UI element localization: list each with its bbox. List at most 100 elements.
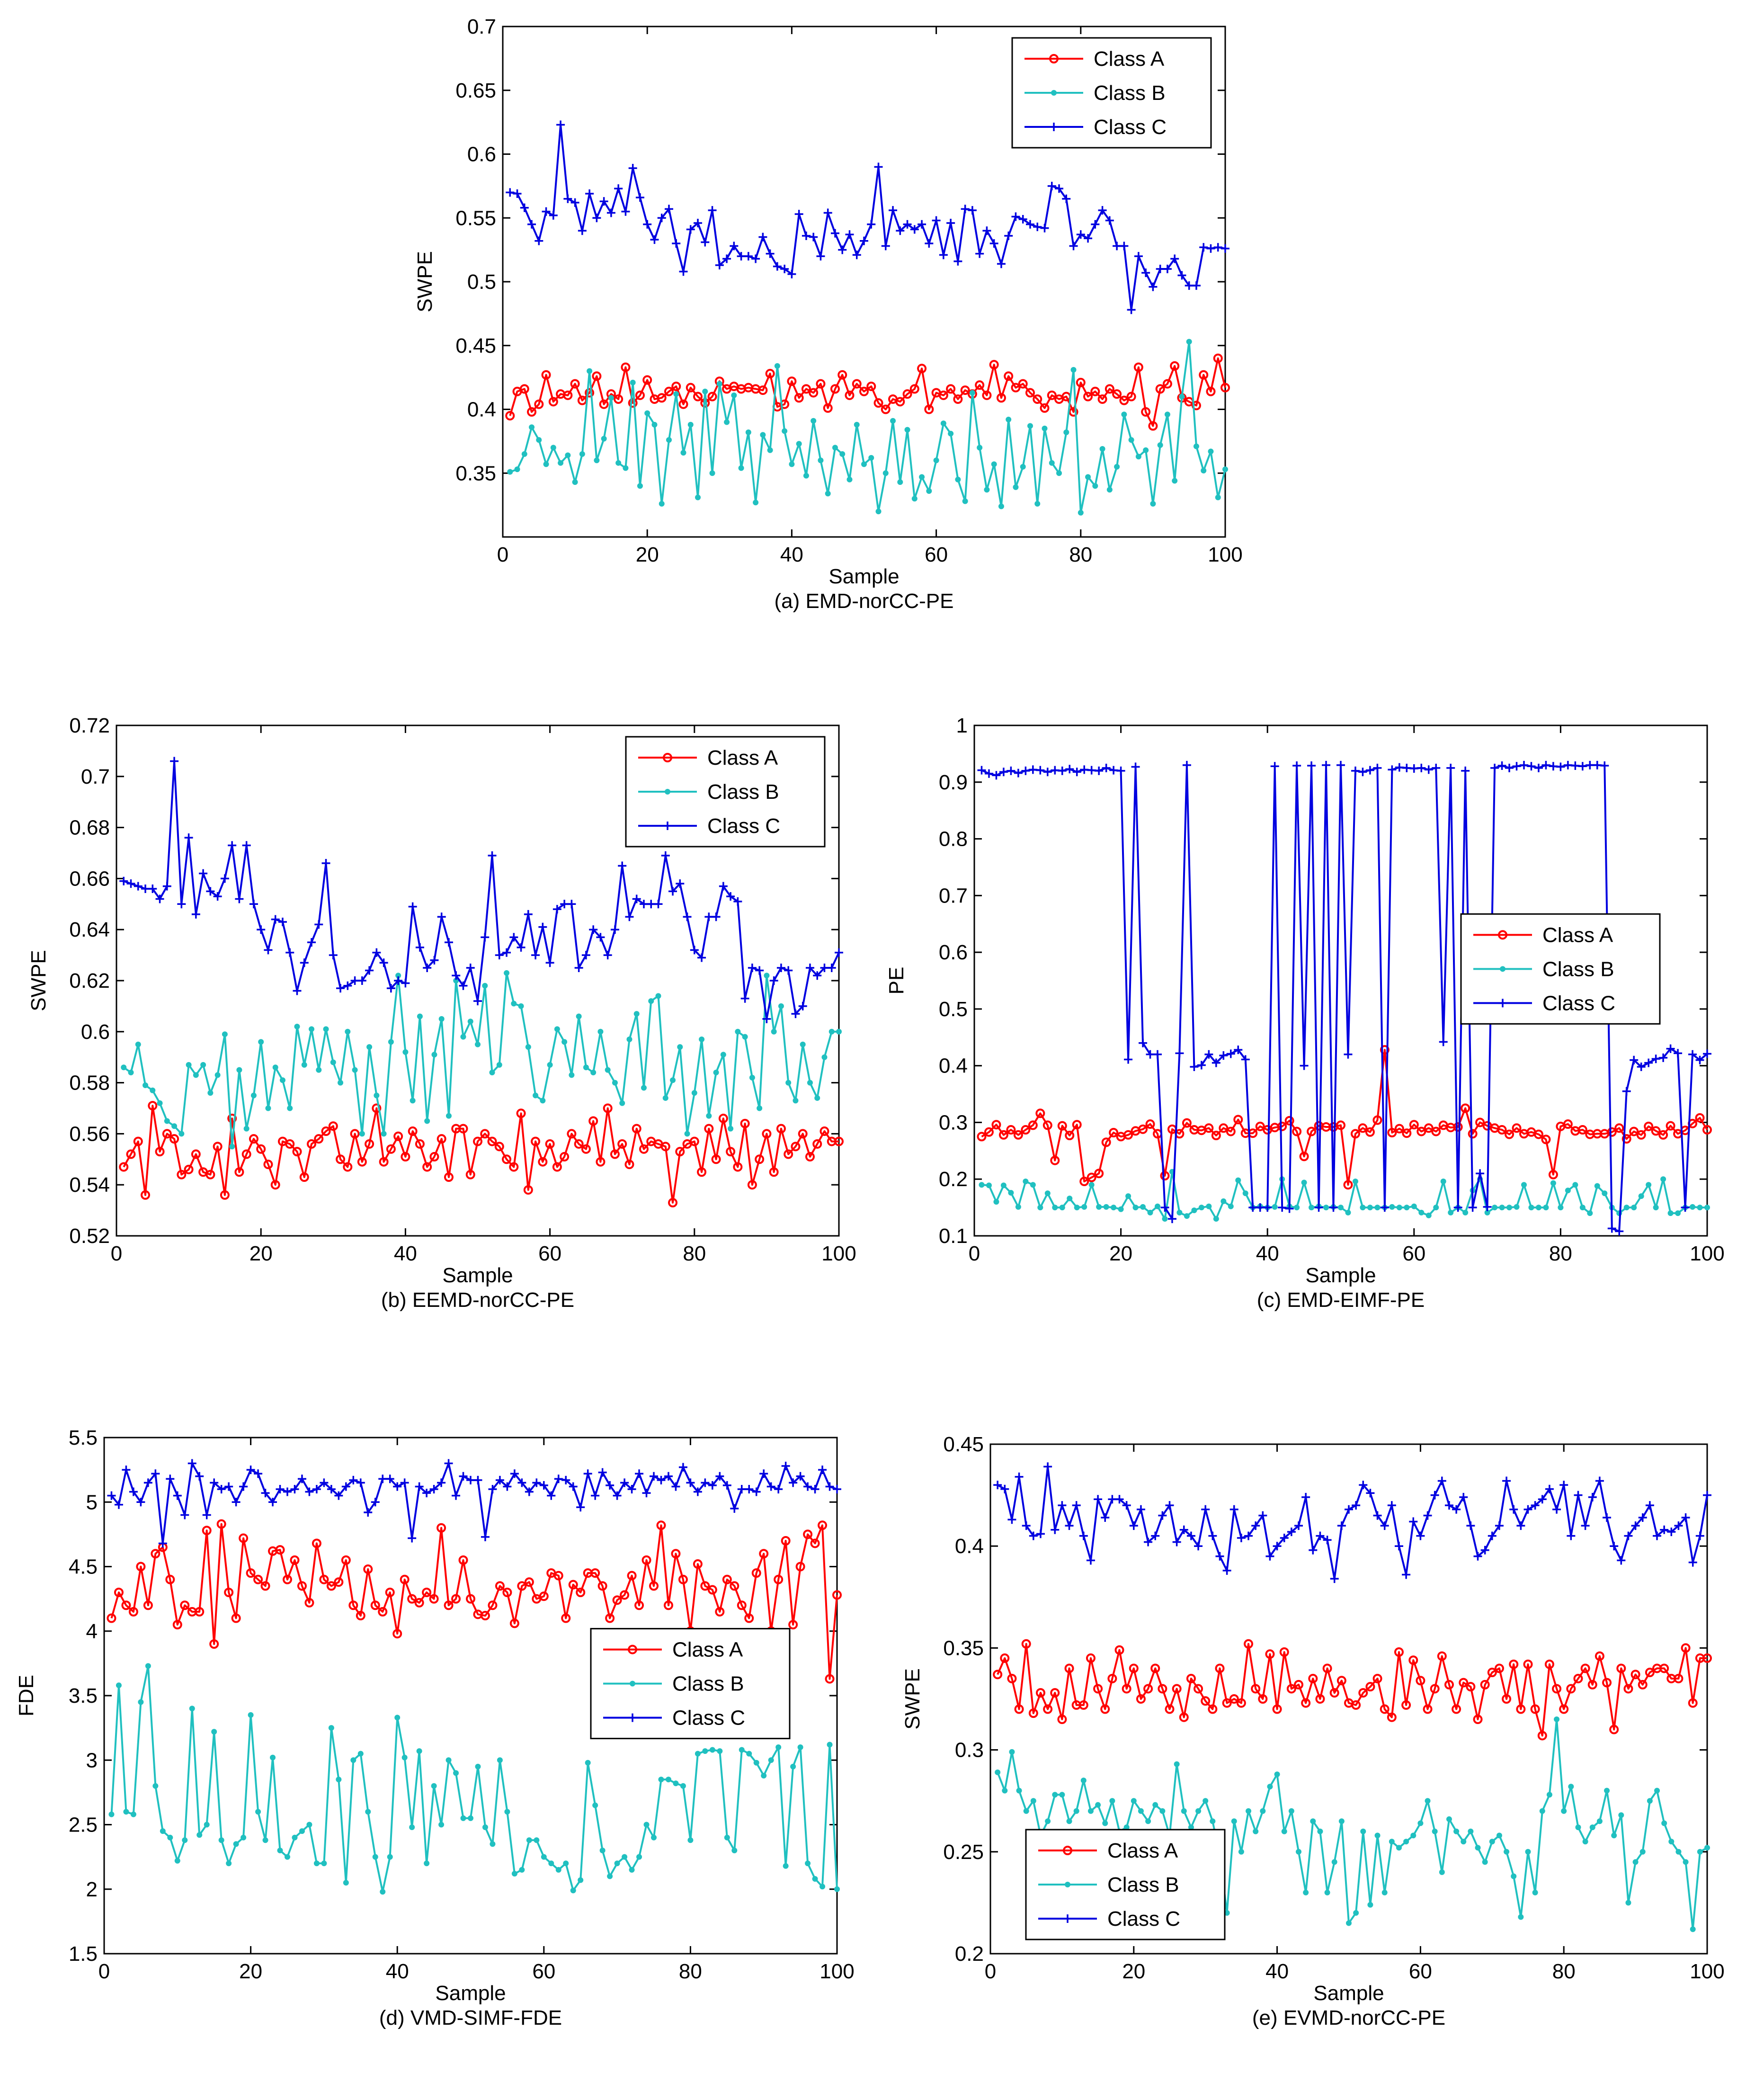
data-point bbox=[924, 404, 934, 414]
data-point bbox=[757, 1105, 763, 1111]
data-point bbox=[290, 1485, 299, 1493]
data-point bbox=[1346, 1920, 1352, 1926]
data-point bbox=[193, 1072, 199, 1078]
data-point bbox=[620, 1590, 630, 1600]
data-point bbox=[1563, 760, 1572, 769]
data-point bbox=[789, 461, 795, 467]
data-point bbox=[1018, 379, 1028, 389]
data-point bbox=[1172, 1684, 1182, 1694]
series-line bbox=[123, 1105, 839, 1204]
y-tick-label: 0.2 bbox=[955, 1942, 984, 1966]
data-point bbox=[1007, 1515, 1016, 1524]
data-point bbox=[650, 235, 659, 244]
data-point bbox=[1506, 1205, 1513, 1211]
data-point bbox=[1201, 1696, 1211, 1706]
data-point bbox=[1062, 194, 1071, 203]
data-point bbox=[649, 1581, 659, 1591]
data-point bbox=[1411, 1203, 1417, 1209]
x-tick-label: 40 bbox=[1265, 1960, 1289, 1983]
data-point bbox=[1007, 1673, 1017, 1683]
data-point bbox=[1175, 1049, 1184, 1058]
data-point bbox=[553, 1571, 563, 1581]
data-point bbox=[1088, 1182, 1095, 1188]
y-tick-label: 3 bbox=[86, 1749, 98, 1772]
data-point bbox=[1396, 1205, 1402, 1211]
data-point bbox=[1594, 1183, 1600, 1189]
data-point bbox=[1625, 1900, 1631, 1906]
data-point bbox=[852, 250, 861, 259]
data-point bbox=[1461, 1839, 1467, 1845]
y-tick-label: 0.65 bbox=[455, 79, 496, 102]
x-axis-label: Sample bbox=[435, 1982, 506, 2005]
data-point bbox=[1035, 1688, 1045, 1698]
data-point bbox=[1172, 1537, 1181, 1546]
data-point bbox=[231, 1613, 241, 1623]
data-point bbox=[1374, 1205, 1381, 1211]
data-point bbox=[1111, 1205, 1117, 1211]
data-point bbox=[290, 1555, 300, 1565]
data-point bbox=[993, 1670, 1003, 1680]
data-point bbox=[1022, 1521, 1031, 1530]
data-point bbox=[352, 1067, 358, 1073]
data-point bbox=[1558, 1205, 1564, 1211]
data-point bbox=[948, 430, 954, 437]
data-point bbox=[561, 1039, 568, 1045]
data-point bbox=[820, 1884, 826, 1890]
y-tick-label: 0.64 bbox=[69, 918, 110, 941]
data-point bbox=[657, 1475, 666, 1484]
data-point bbox=[307, 1139, 317, 1149]
data-point bbox=[1228, 1203, 1234, 1209]
chart-caption: (c) EMD-EIMF-PE bbox=[1257, 1288, 1425, 1312]
y-tick-label: 2.5 bbox=[69, 1814, 98, 1837]
data-point bbox=[250, 1092, 257, 1099]
data-point bbox=[628, 398, 638, 408]
data-point bbox=[496, 1062, 502, 1068]
data-point bbox=[262, 1837, 268, 1843]
data-point bbox=[529, 424, 535, 430]
data-point bbox=[1090, 386, 1100, 396]
chart-b: 0 20 40 60 80 1000.520.540.560.580.60.620.640… bbox=[27, 714, 856, 1312]
data-point bbox=[801, 384, 811, 394]
data-point bbox=[1530, 1704, 1540, 1714]
data-point bbox=[1167, 1215, 1176, 1224]
data-point bbox=[1087, 1172, 1096, 1182]
data-point bbox=[1367, 1205, 1373, 1211]
series-class-a bbox=[119, 1101, 844, 1207]
data-point bbox=[495, 1581, 505, 1591]
data-point bbox=[1272, 1204, 1278, 1210]
data-point bbox=[1502, 1476, 1511, 1485]
data-point bbox=[316, 1067, 322, 1073]
data-point bbox=[590, 1070, 597, 1076]
data-point bbox=[1314, 1203, 1323, 1212]
data-point bbox=[278, 918, 287, 927]
data-point bbox=[1206, 244, 1215, 253]
data-point bbox=[320, 1478, 329, 1487]
data-point bbox=[625, 912, 634, 921]
data-point bbox=[141, 884, 150, 893]
data-point bbox=[1151, 1531, 1160, 1540]
data-point bbox=[1586, 760, 1595, 769]
data-point bbox=[1430, 1491, 1439, 1500]
data-point bbox=[541, 370, 551, 380]
data-point bbox=[1058, 766, 1067, 775]
data-point bbox=[1367, 1902, 1373, 1908]
data-point bbox=[1115, 1495, 1124, 1504]
data-point bbox=[1065, 765, 1074, 774]
data-point bbox=[1072, 1501, 1081, 1510]
data-point bbox=[1496, 1832, 1502, 1839]
data-point bbox=[490, 1841, 496, 1847]
data-point bbox=[1360, 1205, 1366, 1211]
data-point bbox=[1185, 281, 1194, 290]
data-point bbox=[627, 1571, 637, 1581]
data-point bbox=[1212, 1058, 1220, 1067]
data-point bbox=[1651, 1054, 1660, 1063]
data-point bbox=[122, 1466, 131, 1474]
data-point bbox=[539, 1481, 548, 1490]
data-point bbox=[151, 1549, 160, 1559]
data-point bbox=[572, 479, 578, 485]
data-point bbox=[603, 951, 612, 960]
data-point bbox=[766, 1482, 775, 1491]
data-point bbox=[475, 1763, 481, 1769]
data-point bbox=[798, 1129, 808, 1139]
data-point bbox=[516, 1108, 526, 1118]
